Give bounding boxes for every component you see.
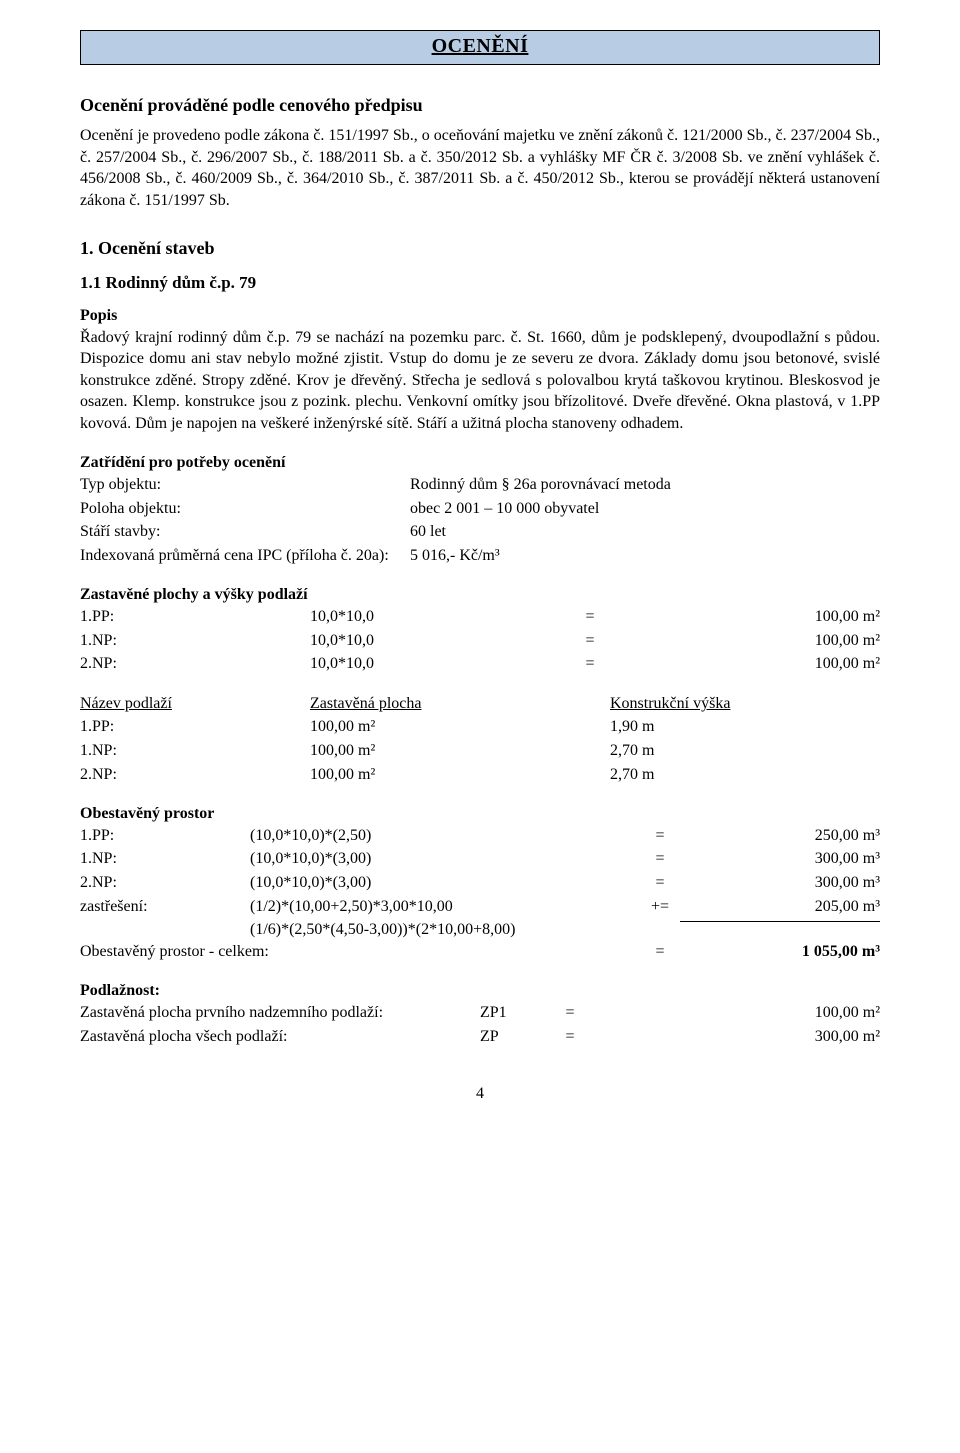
zatrideni-heading: Zatřídění pro potřeby ocenění — [80, 452, 880, 474]
intro-block: Ocenění prováděné podle cenového předpis… — [80, 93, 880, 212]
floor-expr: 10,0*10,0 — [310, 653, 570, 675]
obest-sum: Obestavěný prostor - celkem: = 1 055,00 … — [80, 941, 880, 963]
podl-eq: = — [550, 1002, 590, 1024]
intro-heading: Ocenění prováděné podle cenového předpis… — [80, 93, 880, 117]
obest-grid: 1.PP: (10,0*10,0)*(2,50) = 250,00 m³ 1.N… — [80, 825, 880, 941]
zastavene-heading: Zastavěné plochy a výšky podlaží — [80, 584, 880, 606]
vol-expr: (10,0*10,0)*(3,00) — [250, 848, 640, 870]
nazev-cell: 1.PP: — [80, 716, 310, 738]
vol-eq: = — [640, 848, 680, 870]
podl-sym: ZP — [480, 1026, 550, 1048]
vol-expr: (1/2)*(10,00+2,50)*3,00*10,00 — [250, 896, 640, 918]
podlaznost-block: Podlažnost: Zastavěná plocha prvního nad… — [80, 980, 880, 1047]
podl-val: 100,00 m² — [590, 1002, 880, 1024]
zastavene-block: Zastavěné plochy a výšky podlaží 1.PP: 1… — [80, 584, 880, 674]
nazev-cell: 100,00 m² — [310, 764, 610, 786]
vol-val: 205,00 m³ — [680, 896, 880, 918]
kv-label: Indexovaná průměrná cena IPC (příloha č.… — [80, 545, 410, 567]
nazev-col: Název podlaží — [80, 693, 310, 715]
popis-text: Řadový krajní rodinný dům č.p. 79 se nac… — [80, 327, 880, 435]
vol-label: 2.NP: — [80, 872, 250, 894]
sum-label: Obestavěný prostor - celkem: — [80, 941, 640, 963]
nazev-cell: 100,00 m² — [310, 740, 610, 762]
popis-label: Popis — [80, 305, 880, 327]
sum-eq: = — [640, 941, 680, 963]
vol-eq: += — [640, 896, 680, 918]
floor-eq: = — [570, 653, 610, 675]
page-number: 4 — [80, 1083, 880, 1105]
popis-block: Popis Řadový krajní rodinný dům č.p. 79 … — [80, 305, 880, 435]
vol-blank — [640, 919, 680, 941]
vol-eq: = — [640, 825, 680, 847]
nazev-cell: 2.NP: — [80, 764, 310, 786]
nazev-grid: Název podlaží Zastavěná plocha Konstrukč… — [80, 693, 880, 785]
nazev-cell: 2,70 m — [610, 740, 880, 762]
banner-title: OCENĚNÍ — [432, 35, 529, 57]
vol-val: 300,00 m³ — [680, 872, 880, 894]
page: OCENĚNÍ Ocenění prováděné podle cenového… — [0, 0, 960, 1145]
vol-expr: (10,0*10,0)*(3,00) — [250, 872, 640, 894]
podlaznost-heading: Podlažnost: — [80, 980, 880, 1002]
kv-value: Rodinný dům § 26a porovnávací metoda — [410, 474, 880, 496]
kv-label: Typ objektu: — [80, 474, 410, 496]
floor-expr: 10,0*10,0 — [310, 630, 570, 652]
vol-blank — [80, 919, 250, 941]
vol-val: 300,00 m³ — [680, 848, 880, 870]
nazev-col: Zastavěná plocha — [310, 693, 610, 715]
floor-val: 100,00 m² — [610, 606, 880, 628]
podl-val: 300,00 m² — [590, 1026, 880, 1048]
floor-val: 100,00 m² — [610, 653, 880, 675]
nazev-cell: 2,70 m — [610, 764, 880, 786]
obest-heading: Obestavěný prostor — [80, 803, 880, 825]
zastavene-grid: 1.PP: 10,0*10,0 = 100,00 m² 1.NP: 10,0*1… — [80, 606, 880, 675]
vol-extra-expr: (1/6)*(2,50*(4,50-3,00))*(2*10,00+8,00) — [250, 919, 640, 941]
kv-value: 5 016,- Kč/m³ — [410, 545, 880, 567]
nazev-cell: 100,00 m² — [310, 716, 610, 738]
kv-value: obec 2 001 – 10 000 obyvatel — [410, 498, 880, 520]
vol-label: zastřešení: — [80, 896, 250, 918]
floor-eq: = — [570, 606, 610, 628]
vol-val: 250,00 m³ — [680, 825, 880, 847]
vol-label: 1.PP: — [80, 825, 250, 847]
kv-label: Stáří stavby: — [80, 521, 410, 543]
podl-eq: = — [550, 1026, 590, 1048]
vol-expr: (10,0*10,0)*(2,50) — [250, 825, 640, 847]
section-1-1-heading: 1.1 Rodinný dům č.p. 79 — [80, 272, 880, 295]
nazev-block: Název podlaží Zastavěná plocha Konstrukč… — [80, 693, 880, 785]
floor-label: 1.NP: — [80, 630, 310, 652]
zatrideni-block: Zatřídění pro potřeby ocenění Typ objekt… — [80, 452, 880, 566]
section-1-heading: 1. Ocenění staveb — [80, 236, 880, 260]
nazev-cell: 1.NP: — [80, 740, 310, 762]
podl-label: Zastavěná plocha všech podlaží: — [80, 1026, 480, 1048]
nazev-cell: 1,90 m — [610, 716, 880, 738]
floor-label: 2.NP: — [80, 653, 310, 675]
sum-val: 1 055,00 m³ — [680, 941, 880, 963]
banner: OCENĚNÍ — [80, 30, 880, 65]
floor-eq: = — [570, 630, 610, 652]
sum-rule — [680, 921, 880, 941]
vol-label: 1.NP: — [80, 848, 250, 870]
podl-label: Zastavěná plocha prvního nadzemního podl… — [80, 1002, 480, 1024]
zatrideni-grid: Typ objektu: Rodinný dům § 26a porovnáva… — [80, 474, 880, 566]
podlaznost-grid: Zastavěná plocha prvního nadzemního podl… — [80, 1002, 880, 1047]
kv-value: 60 let — [410, 521, 880, 543]
podl-sym: ZP1 — [480, 1002, 550, 1024]
floor-label: 1.PP: — [80, 606, 310, 628]
vol-eq: = — [640, 872, 680, 894]
floor-expr: 10,0*10,0 — [310, 606, 570, 628]
nazev-col: Konstrukční výška — [610, 693, 880, 715]
floor-val: 100,00 m² — [610, 630, 880, 652]
obest-block: Obestavěný prostor 1.PP: (10,0*10,0)*(2,… — [80, 803, 880, 962]
kv-label: Poloha objektu: — [80, 498, 410, 520]
intro-paragraph: Ocenění je provedeno podle zákona č. 151… — [80, 125, 880, 211]
